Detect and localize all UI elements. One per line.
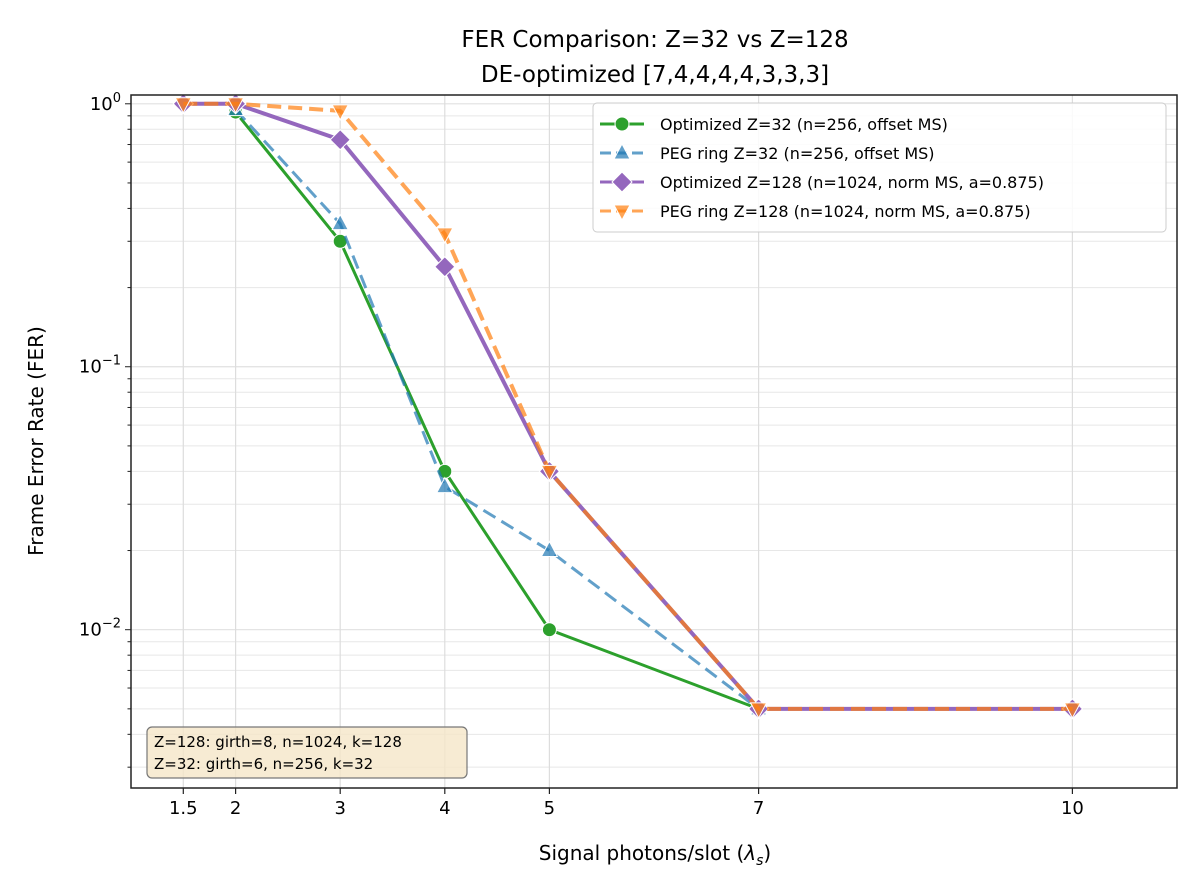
data-point xyxy=(174,97,193,114)
x-tick-label: 5 xyxy=(544,798,555,819)
data-point xyxy=(331,213,350,231)
legend-marker xyxy=(613,142,631,160)
data-point xyxy=(435,227,454,244)
chart-subtitle: DE-optimized [7,4,4,4,4,3,3,3] xyxy=(481,62,829,88)
data-point xyxy=(434,256,456,278)
ticks: 1.5 2 3 4 5 7 10 100 10−1 10−2 xyxy=(79,91,1084,819)
x-axis-label: Signal photons/slot (λs) xyxy=(539,841,771,869)
annotation-line: Z=32: girth=6, n=256, k=32 xyxy=(154,755,373,773)
legend-marker xyxy=(611,171,633,193)
legend-label: PEG ring Z=32 (n=256, offset MS) xyxy=(660,144,935,163)
series-lines xyxy=(172,93,1084,720)
legend-label: Optimized Z=32 (n=256, offset MS) xyxy=(660,115,948,134)
legend-marker xyxy=(613,204,631,222)
x-tick-label: 2 xyxy=(230,798,241,819)
y-tick-label: 10−1 xyxy=(79,354,121,378)
data-point xyxy=(540,540,559,558)
annotation-box: Z=128: girth=8, n=1024, k=128 Z=32: girt… xyxy=(146,726,468,779)
series-4 xyxy=(174,97,1082,719)
plot-frame xyxy=(130,94,1178,789)
x-tick-label: 4 xyxy=(439,798,450,819)
legend-box xyxy=(592,102,1167,233)
annotation-line: Z=128: girth=8, n=1024, k=128 xyxy=(154,733,402,751)
legend-label: Optimized Z=128 (n=1024, norm MS, a=0.87… xyxy=(660,173,1044,192)
chart-title: FER Comparison: Z=32 vs Z=128 xyxy=(461,27,848,53)
y-axis-label: Frame Error Rate (FER) xyxy=(24,326,48,556)
legend-label: PEG ring Z=128 (n=1024, norm MS, a=0.875… xyxy=(660,202,1031,221)
x-tick-label: 10 xyxy=(1061,798,1084,819)
legend-entry: PEG ring Z=32 (n=256, offset MS) xyxy=(600,142,935,163)
x-tick-label: 3 xyxy=(334,798,345,819)
legend-entry: Optimized Z=128 (n=1024, norm MS, a=0.87… xyxy=(600,171,1044,193)
legend-entry: Optimized Z=32 (n=256, offset MS) xyxy=(600,115,948,134)
legend-marker xyxy=(614,116,630,132)
data-point xyxy=(541,622,557,638)
data-point xyxy=(435,476,454,494)
data-point xyxy=(1063,702,1082,719)
legend: Optimized Z=32 (n=256, offset MS) PEG rin… xyxy=(592,102,1167,233)
x-tick-label: 7 xyxy=(753,798,764,819)
y-tick-label: 10−2 xyxy=(79,617,121,641)
data-point xyxy=(329,129,351,151)
data-point xyxy=(749,702,768,719)
data-point xyxy=(540,464,559,482)
data-point xyxy=(331,104,350,121)
x-tick-label: 1.5 xyxy=(169,798,198,819)
y-tick-label: 100 xyxy=(90,91,121,115)
data-point xyxy=(226,97,245,114)
legend-entry: PEG ring Z=128 (n=1024, norm MS, a=0.875… xyxy=(600,202,1031,222)
